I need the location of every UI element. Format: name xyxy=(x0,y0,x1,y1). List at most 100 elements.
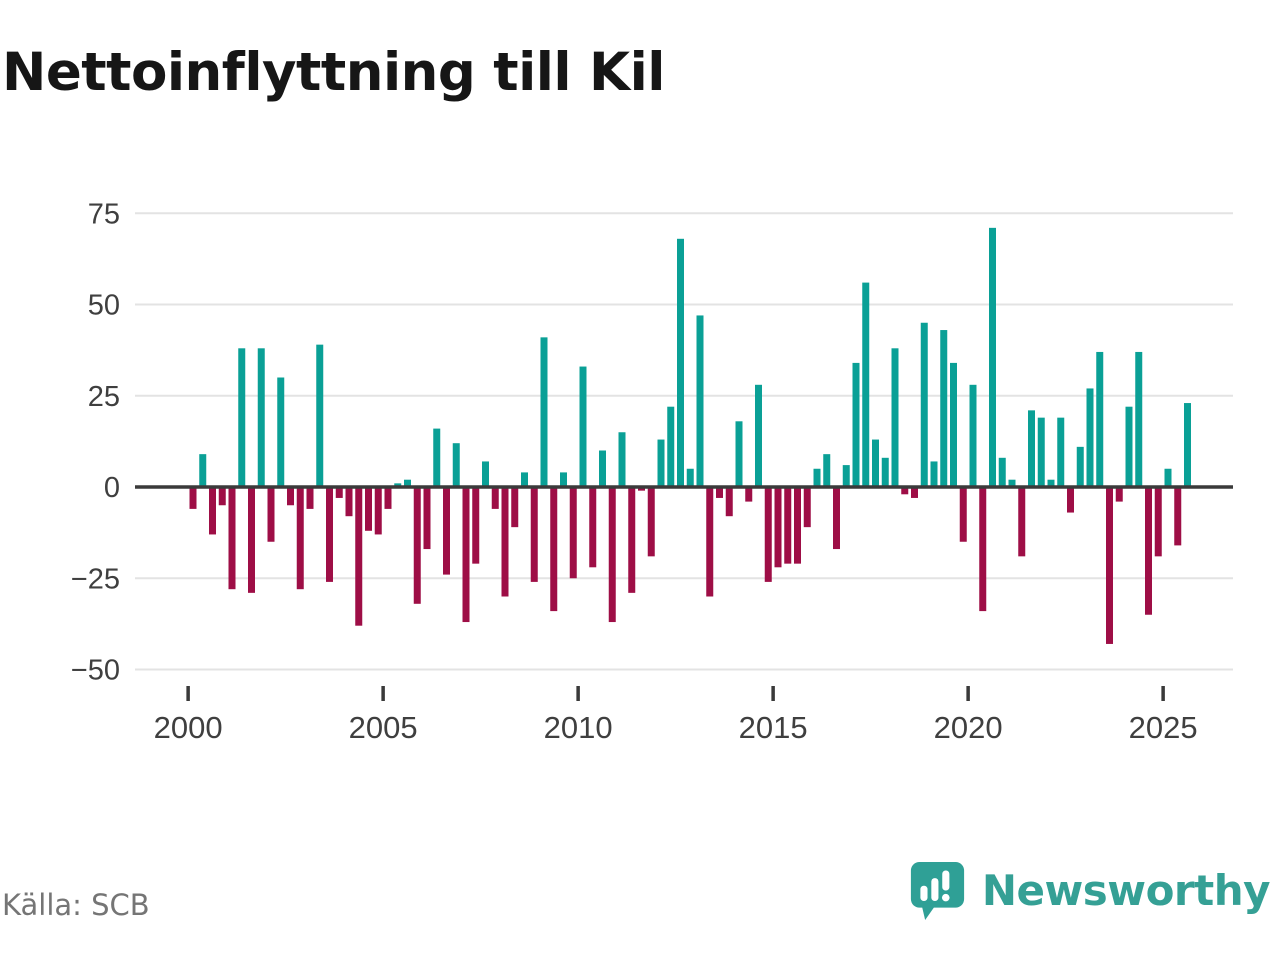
bar-2008q3 xyxy=(521,472,528,487)
bar-2023q2 xyxy=(1096,351,1104,487)
bar-2017q2 xyxy=(862,282,870,487)
y-tick-label-25: 25 xyxy=(88,381,120,413)
bar-2008q1 xyxy=(501,487,509,597)
bar-2018q1 xyxy=(891,348,899,487)
bar-2005q1 xyxy=(384,487,392,509)
bar-2015q4 xyxy=(803,487,811,528)
bar-2017q3 xyxy=(872,439,879,487)
bar-2012q4 xyxy=(686,468,694,487)
bar-chart: 75 50 25 0 −25 −50 2000 2005 2010 2015 2020 2025 xyxy=(71,198,1233,745)
bar-2020q4 xyxy=(998,457,1006,487)
bar-2010q4 xyxy=(608,487,616,623)
bar-2000q3 xyxy=(209,487,216,535)
bar-2016q2 xyxy=(823,454,831,487)
bar-2023q1 xyxy=(1086,388,1094,487)
bar-2007q3 xyxy=(482,461,489,487)
bar-2018q2 xyxy=(901,487,909,495)
bar-2025q3 xyxy=(1184,403,1191,487)
bar-2011q1 xyxy=(618,432,626,487)
bar-2015q2 xyxy=(784,487,792,564)
bar-2009q2 xyxy=(550,487,558,612)
bar-2005q4 xyxy=(413,487,421,604)
bar-2023q4 xyxy=(1115,487,1123,502)
bar-2010q2 xyxy=(589,487,597,568)
x-tick-label-2010: 2010 xyxy=(544,710,613,745)
bar-2002q3 xyxy=(287,487,294,506)
bar-2006q1 xyxy=(423,487,431,550)
bar-2001q1 xyxy=(228,487,236,590)
bar-2012q2 xyxy=(667,406,675,487)
bar-2014q3 xyxy=(755,384,762,487)
bar-2000q4 xyxy=(218,487,226,506)
bar-2017q4 xyxy=(881,457,889,487)
x-tick-label-2025: 2025 xyxy=(1129,710,1198,745)
bar-2001q4 xyxy=(257,348,265,487)
bar-2024q3 xyxy=(1145,487,1152,615)
bar-2020q1 xyxy=(969,384,977,487)
bar-2016q4 xyxy=(842,465,850,487)
bar-2003q4 xyxy=(335,487,343,498)
bar-2016q3 xyxy=(833,487,840,550)
bar-2022q3 xyxy=(1067,487,1074,513)
bar-2020q3 xyxy=(989,227,996,487)
source-label: Källa: SCB xyxy=(2,888,150,922)
bar-2007q1 xyxy=(462,487,470,623)
bar-2000q1 xyxy=(189,487,197,509)
bar-2002q2 xyxy=(277,377,285,487)
bar-2008q4 xyxy=(530,487,538,582)
bar-2019q1 xyxy=(930,461,938,487)
bar-2014q2 xyxy=(745,487,753,502)
bar-2005q2 xyxy=(394,483,402,487)
bar-2019q2 xyxy=(940,330,948,487)
bar-2023q3 xyxy=(1106,487,1113,644)
bar-2022q1 xyxy=(1047,479,1055,487)
bar-2021q3 xyxy=(1028,410,1035,487)
bar-2016q1 xyxy=(813,468,821,487)
bar-2001q2 xyxy=(238,348,246,487)
bar-2006q3 xyxy=(443,487,450,575)
bar-2015q3 xyxy=(794,487,801,564)
y-tick-label--50: −50 xyxy=(71,655,120,687)
bar-2019q3 xyxy=(950,362,957,487)
y-tick-label-75: 75 xyxy=(88,198,120,230)
bar-2024q1 xyxy=(1125,406,1133,487)
bar-2004q1 xyxy=(345,487,353,517)
bar-2010q3 xyxy=(599,450,606,487)
x-tick-label-2015: 2015 xyxy=(739,710,808,745)
bar-2024q4 xyxy=(1154,487,1162,557)
bar-2001q3 xyxy=(248,487,255,593)
bar-2020q2 xyxy=(979,487,987,612)
bar-2018q3 xyxy=(911,487,918,498)
bar-2003q2 xyxy=(316,344,324,487)
bar-2015q1 xyxy=(774,487,782,568)
bar-2000q2 xyxy=(199,454,207,487)
x-tick-label-2000: 2000 xyxy=(154,710,223,745)
bar-2011q3 xyxy=(638,487,645,491)
bar-2021q2 xyxy=(1018,487,1026,557)
newsworthy-brand: Newsworthy xyxy=(909,860,1271,921)
bar-2004q2 xyxy=(355,487,363,626)
bar-2025q2 xyxy=(1174,487,1182,546)
bar-2009q1 xyxy=(540,337,548,487)
bar-2005q3 xyxy=(404,479,411,487)
bar-2006q4 xyxy=(452,443,460,487)
bar-2004q3 xyxy=(365,487,372,531)
y-tick-label--25: −25 xyxy=(71,563,120,595)
x-tick-label-2005: 2005 xyxy=(349,710,418,745)
bar-2008q2 xyxy=(511,487,519,528)
bar-2012q1 xyxy=(657,439,665,487)
bar-2019q4 xyxy=(959,487,967,542)
y-tick-label-0: 0 xyxy=(104,472,120,504)
bar-2007q4 xyxy=(491,487,499,509)
bar-2014q1 xyxy=(735,421,743,487)
bar-2021q1 xyxy=(1008,479,1016,487)
bar-2013q4 xyxy=(725,487,733,517)
bar-2022q4 xyxy=(1076,446,1084,487)
bar-2014q4 xyxy=(764,487,772,582)
bar-2017q1 xyxy=(852,362,860,487)
bar-2012q3 xyxy=(677,238,684,487)
bar-2006q2 xyxy=(433,428,441,487)
bar-2003q1 xyxy=(306,487,314,509)
chart-area: 75 50 25 0 −25 −50 2000 2005 2010 2015 2020 2025 xyxy=(71,198,1233,745)
y-tick-label-50: 50 xyxy=(88,290,120,322)
